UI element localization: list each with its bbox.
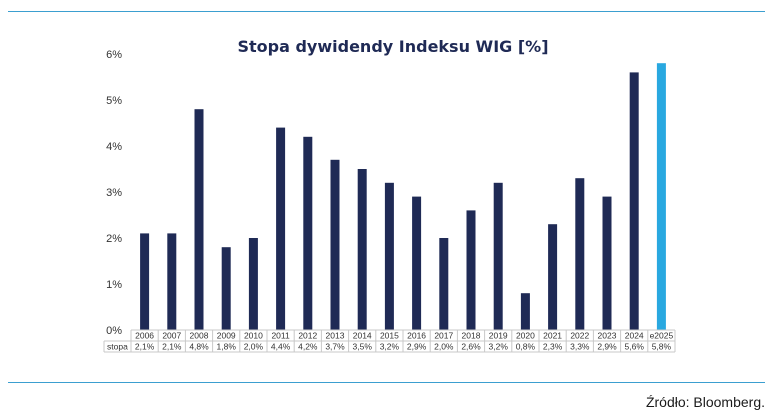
bar-2011 <box>276 127 286 330</box>
bottom-rule <box>8 382 765 383</box>
x-tick-label: 2024 <box>625 331 644 341</box>
data-label: 4,2% <box>298 342 318 352</box>
data-label: 3,3% <box>570 342 590 352</box>
bar-2012 <box>303 136 313 330</box>
data-label: 2,3% <box>543 342 563 352</box>
data-table: stopa20062,1%20072,1%20084,8%20091,8%201… <box>103 329 676 353</box>
data-label: 3,2% <box>380 342 400 352</box>
x-tick-label: e2025 <box>650 331 674 341</box>
x-tick-label: 2016 <box>407 331 426 341</box>
data-label: 1,8% <box>217 342 237 352</box>
y-tick-label: 5% <box>106 95 122 107</box>
bar-2017 <box>439 238 449 330</box>
y-tick-label: 6% <box>106 49 122 61</box>
bar-2006 <box>140 233 150 330</box>
data-label: 2,0% <box>434 342 454 352</box>
top-rule <box>8 11 765 12</box>
bar-2021 <box>548 224 558 330</box>
x-tick-label: 2006 <box>135 331 154 341</box>
y-tick-label: 3% <box>106 187 122 199</box>
x-tick-label: 2012 <box>298 331 317 341</box>
table-row-label: stopa <box>107 342 128 352</box>
x-tick-label: 2015 <box>380 331 399 341</box>
y-tick-label: 0% <box>106 325 122 337</box>
bar-2007 <box>167 233 177 330</box>
x-tick-label: 2009 <box>217 331 236 341</box>
bar-2020 <box>520 293 530 330</box>
x-tick-label: 2011 <box>271 331 290 341</box>
data-label: 2,1% <box>162 342 182 352</box>
bar-2016 <box>412 196 422 330</box>
data-label: 2,9% <box>597 342 617 352</box>
bar-2018 <box>466 210 476 330</box>
data-label: 2,6% <box>461 342 481 352</box>
x-tick-label: 2022 <box>570 331 589 341</box>
data-label: 0,8% <box>516 342 536 352</box>
bar-2013 <box>330 159 340 330</box>
data-label: 2,0% <box>244 342 264 352</box>
y-axis: 0% 1% 2% 3% 4% 5% 6% <box>106 49 122 337</box>
x-tick-label: 2007 <box>162 331 181 341</box>
data-label: 3,5% <box>353 342 373 352</box>
x-tick-label: 2008 <box>190 331 209 341</box>
data-label: 2,9% <box>407 342 427 352</box>
x-tick-label: 2021 <box>543 331 562 341</box>
data-label: 5,8% <box>652 342 672 352</box>
data-label: 5,6% <box>625 342 645 352</box>
bar-2014 <box>357 169 367 330</box>
data-label: 4,8% <box>189 342 209 352</box>
x-tick-label: 2010 <box>244 331 263 341</box>
x-tick-label: 2023 <box>598 331 617 341</box>
bar-2008 <box>194 109 204 330</box>
x-tick-label: 2019 <box>489 331 508 341</box>
bar-e2025 <box>656 63 666 330</box>
bar-2019 <box>493 182 503 330</box>
data-label: 3,2% <box>489 342 509 352</box>
y-tick-label: 2% <box>106 233 122 245</box>
bar-2015 <box>384 182 394 330</box>
x-tick-label: 2020 <box>516 331 535 341</box>
data-label: 3,7% <box>325 342 345 352</box>
bar-2024 <box>629 72 639 331</box>
bar-2010 <box>248 238 258 330</box>
bar-2009 <box>221 247 231 330</box>
dividend-yield-chart: Stopa dywidendy Indeksu WIG [%] 0% 1% 2% 3%… <box>103 37 676 353</box>
data-label: 4,4% <box>271 342 291 352</box>
y-tick-label: 4% <box>106 141 122 153</box>
bars <box>140 63 666 331</box>
chart-title: Stopa dywidendy Indeksu WIG [%] <box>237 37 548 56</box>
bar-2022 <box>575 178 585 330</box>
source-note: Źródło: Bloomberg. <box>645 394 765 410</box>
x-tick-label: 2017 <box>434 331 453 341</box>
bar-2023 <box>602 196 612 330</box>
y-tick-label: 1% <box>106 279 122 291</box>
x-tick-label: 2018 <box>462 331 481 341</box>
x-tick-label: 2014 <box>353 331 372 341</box>
x-tick-label: 2013 <box>326 331 345 341</box>
data-label: 2,1% <box>135 342 155 352</box>
